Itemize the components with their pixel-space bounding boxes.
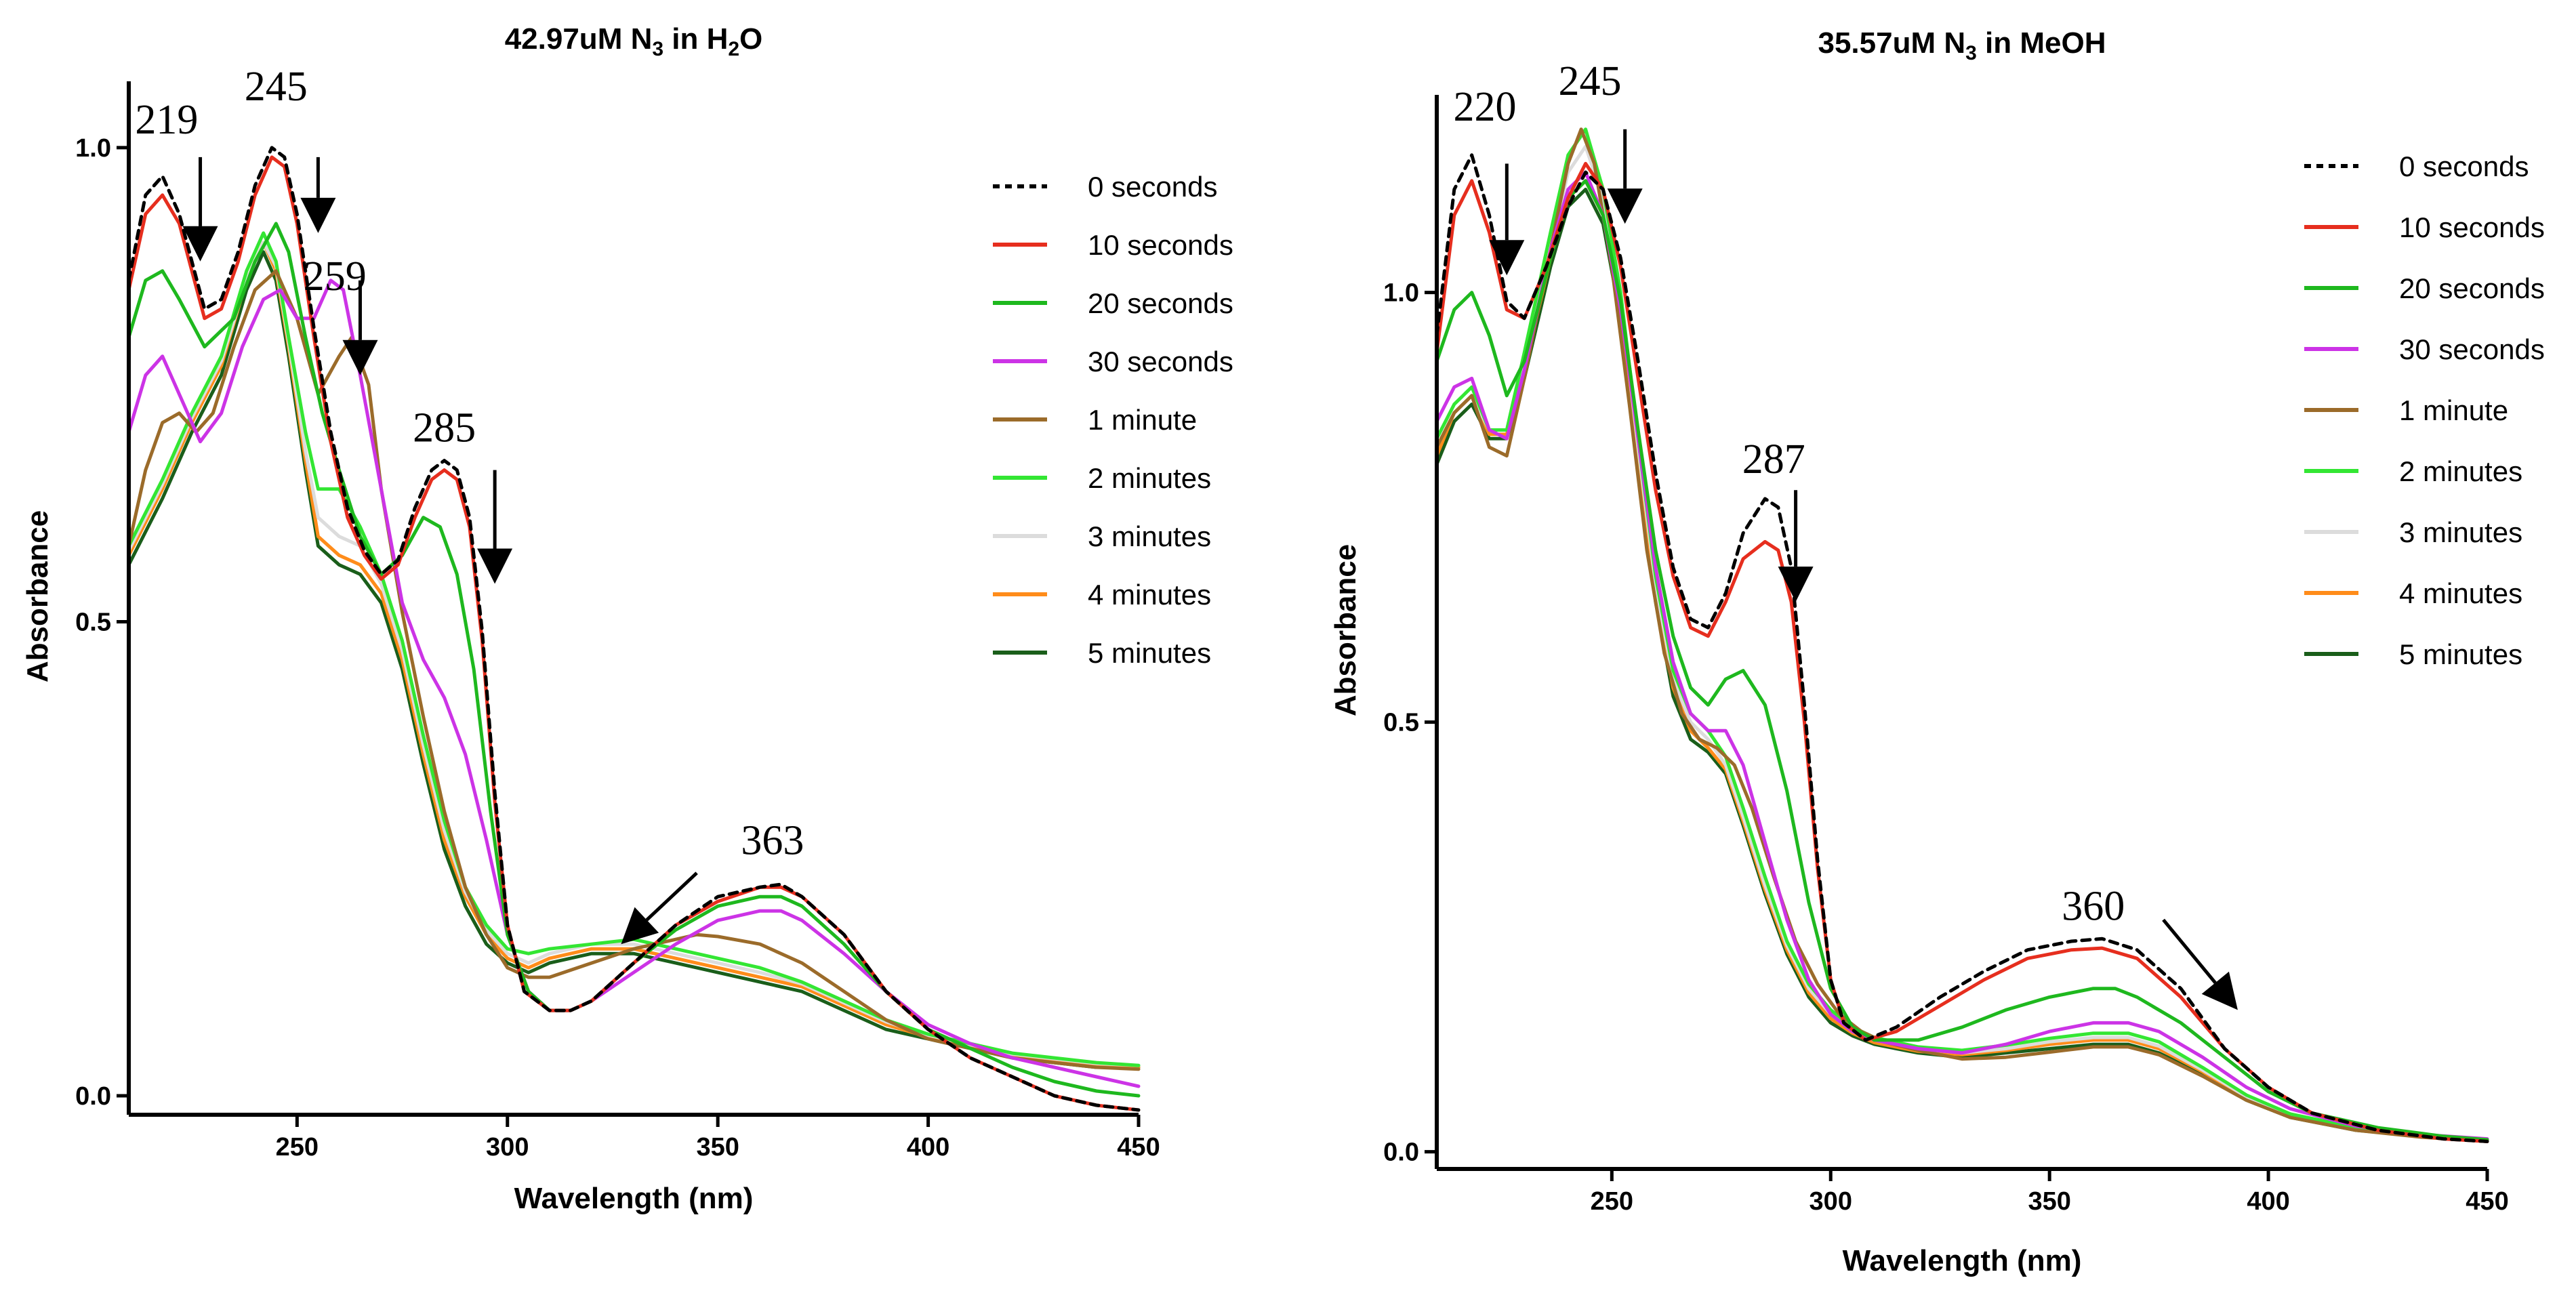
x-tick-label: 400 [2247, 1187, 2289, 1216]
series-line-1-minute [1435, 127, 2489, 1143]
y-tick-label: 1.0 [1383, 279, 1419, 308]
legend-label: 0 seconds [2399, 150, 2529, 182]
y-tick-label: 1.0 [75, 134, 111, 163]
legend-label: 0 seconds [1088, 171, 1217, 203]
legend-label: 30 seconds [2399, 333, 2545, 365]
x-tick-label: 400 [907, 1133, 949, 1162]
series-line-10-seconds [127, 155, 1141, 1112]
legend-label: 1 minute [2399, 394, 2508, 426]
arrow-head [1607, 188, 1643, 224]
title-subscript: 3 [652, 38, 663, 60]
legend-label: 3 minutes [1088, 520, 1211, 552]
chart-title: 42.97uM N3​ in H2​O [505, 22, 763, 60]
legend-label: 2 minutes [2399, 455, 2522, 487]
peak-annotation: 245 [1559, 58, 1622, 104]
arrow-head [1778, 567, 1814, 602]
arrow-head [182, 226, 218, 262]
legend-label: 20 seconds [2399, 272, 2545, 304]
legend-label: 5 minutes [1088, 637, 1211, 669]
chart-title: 35.57uM N3​ in MeOH [1818, 26, 2106, 64]
x-tick-label: 350 [2028, 1187, 2070, 1216]
peak-annotation: 259 [304, 253, 367, 300]
title-subscript: 2 [728, 38, 739, 60]
peak-annotation: 220 [1454, 84, 1517, 130]
title-subscript: 3 [1965, 42, 1977, 64]
arrow-head [621, 907, 659, 945]
y-tick-label: 0.5 [75, 608, 111, 636]
series-line-20-seconds [1435, 179, 2489, 1142]
y-axis-label: Absorbance [21, 510, 54, 682]
x-tick-label: 300 [486, 1133, 529, 1162]
y-tick-label: 0.0 [75, 1082, 111, 1111]
legend-label: 4 minutes [2399, 577, 2522, 609]
peak-annotation: 219 [135, 97, 198, 143]
peak-annotation: 360 [2062, 883, 2125, 929]
series-line-30-seconds [127, 279, 1141, 1088]
arrow-shaft [645, 871, 698, 922]
chart-methanol: 35.57uM N3​ in MeOH 250 300 350 400 450 0.0 0.5… [1329, 26, 2545, 1277]
series-line-3-minutes [127, 241, 1141, 1067]
x-tick-label: 350 [696, 1133, 739, 1162]
legend-label: 2 minutes [1088, 462, 1211, 494]
peak-annotation: 287 [1742, 436, 1805, 482]
y-tick-label: 0.5 [1383, 709, 1419, 737]
legend-label: 5 minutes [2399, 638, 2522, 670]
arrow-head [342, 340, 378, 375]
title-part: 42.97uM N [505, 22, 653, 56]
series-line-4-minutes [1435, 179, 2489, 1143]
y-tick-label: 0.0 [1383, 1138, 1419, 1167]
x-tick-label: 250 [1591, 1187, 1633, 1216]
arrow-head [300, 197, 336, 233]
title-part: O [739, 22, 762, 56]
peak-annotation: 285 [413, 405, 476, 451]
legend-label: 3 minutes [2399, 516, 2522, 548]
peak-annotation: 245 [245, 64, 308, 110]
legend-label: 10 seconds [1088, 229, 1233, 261]
legend-label: 30 seconds [1088, 346, 1233, 377]
y-axis-label: Absorbance [1329, 544, 1362, 716]
x-tick-label: 300 [1810, 1187, 1852, 1216]
peak-annotation: 363 [741, 817, 804, 863]
arrow-shaft [2162, 918, 2217, 984]
x-axis-label: Wavelength (nm) [514, 1182, 754, 1215]
x-tick-label: 450 [1117, 1133, 1160, 1162]
arrow-head [1489, 240, 1525, 276]
series-line-5-minutes [1435, 188, 2489, 1143]
legend-label: 20 seconds [1088, 287, 1233, 319]
chart-water: 42.97uM N3​ in H2​O 250 300 350 400 450 0.0 0.5… [21, 22, 1233, 1215]
x-tick-label: 450 [2466, 1187, 2508, 1216]
series-line-5-minutes [127, 250, 1141, 1069]
series-line-2-minutes [127, 231, 1141, 1067]
title-part: 35.57uM N [1818, 26, 1965, 60]
legend-label: 4 minutes [1088, 579, 1211, 611]
series-line-20-seconds [127, 222, 1141, 1098]
series-line-2-minutes [1435, 127, 2489, 1142]
series-line-1-minute [127, 269, 1141, 1071]
arrow-head [2201, 971, 2238, 1010]
arrow-head [477, 548, 513, 584]
series-line-0-seconds [127, 146, 1141, 1112]
x-axis-label: Wavelength (nm) [1843, 1244, 2082, 1277]
legend-label: 10 seconds [2399, 211, 2545, 243]
title-part: in H [663, 22, 728, 56]
legend-label: 1 minute [1088, 404, 1197, 436]
series-line-0-seconds [1435, 153, 2489, 1143]
x-tick-label: 250 [276, 1133, 319, 1162]
title-part: in MeOH [1977, 26, 2106, 60]
